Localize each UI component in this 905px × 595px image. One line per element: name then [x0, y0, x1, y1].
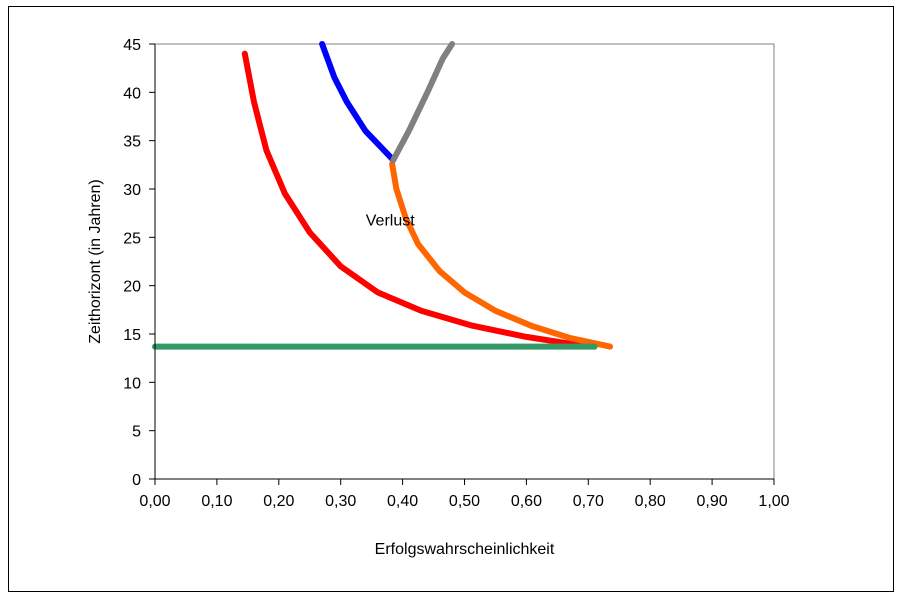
y-tick-label: 20: [123, 279, 141, 296]
plot-area: [154, 43, 775, 480]
y-tick-label: 5: [132, 424, 141, 441]
series-1-line: [389, 160, 613, 350]
y-tick-label: 0: [132, 472, 141, 489]
y-tick-label: 10: [123, 375, 141, 392]
x-tick-label: 0,70: [573, 493, 604, 510]
y-tick-label: 15: [123, 327, 141, 344]
series-2-line: [319, 41, 397, 163]
x-axis-title: Erfolgswahrscheinlichkeit: [375, 541, 555, 558]
y-tick-label: 35: [123, 134, 141, 151]
x-tick-label: 1,00: [758, 493, 789, 510]
x-tick-label: 0,60: [511, 493, 542, 510]
x-tick-label: 0,20: [263, 493, 294, 510]
series-0-line: [241, 50, 598, 350]
series-3-line: [390, 41, 456, 163]
ticks-layer: 0,00 0,10 0,20 0,30 0,40 0,50 0,60 0,70 0,80 0,90…: [123, 37, 789, 510]
chart-frame: 0,00 0,10 0,20 0,30 0,40 0,50 0,60 0,70 0,80 0,90…: [8, 6, 894, 592]
y-tick-label: 45: [123, 37, 141, 54]
x-tick-label: 0,50: [449, 493, 480, 510]
y-tick-label: 40: [123, 85, 141, 102]
line-chart: 0,00 0,10 0,20 0,30 0,40 0,50 0,60 0,70 0,80 0,90…: [87, 37, 790, 558]
x-tick-label: 0,30: [325, 493, 356, 510]
annotation-verlust: Verlust: [366, 213, 415, 230]
x-tick-label: 0,10: [201, 493, 232, 510]
series-layer: [152, 41, 613, 350]
x-tick-label: 0,90: [697, 493, 728, 510]
x-tick-label: 0,80: [635, 493, 666, 510]
y-tick-label: 30: [123, 182, 141, 199]
x-tick-label: 0,40: [387, 493, 418, 510]
y-axis-title: Zeithorizont (in Jahren): [87, 179, 104, 344]
x-tick-label: 0,00: [139, 493, 170, 510]
y-tick-label: 25: [123, 230, 141, 247]
